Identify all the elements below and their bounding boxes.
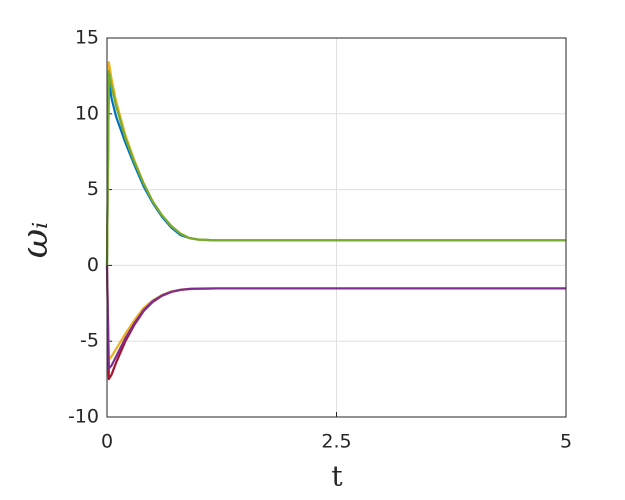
y-tick-label: 0 xyxy=(87,254,99,276)
y-tick-label: -10 xyxy=(68,406,99,428)
y-tick-label: 15 xyxy=(75,27,99,49)
y-tick-label: 5 xyxy=(87,178,99,200)
series-line xyxy=(105,265,566,370)
plot-border xyxy=(106,37,567,418)
y-axis-label: ωᵢ xyxy=(15,222,56,259)
y-tick-label: -5 xyxy=(80,330,99,352)
x-tick-label: 0 xyxy=(101,431,113,453)
x-tick-label: 5 xyxy=(560,431,572,453)
x-tick-label: 2.5 xyxy=(321,431,351,453)
x-axis-label: t xyxy=(331,460,343,493)
series-line xyxy=(105,70,566,266)
y-tick-label: 10 xyxy=(75,102,99,124)
